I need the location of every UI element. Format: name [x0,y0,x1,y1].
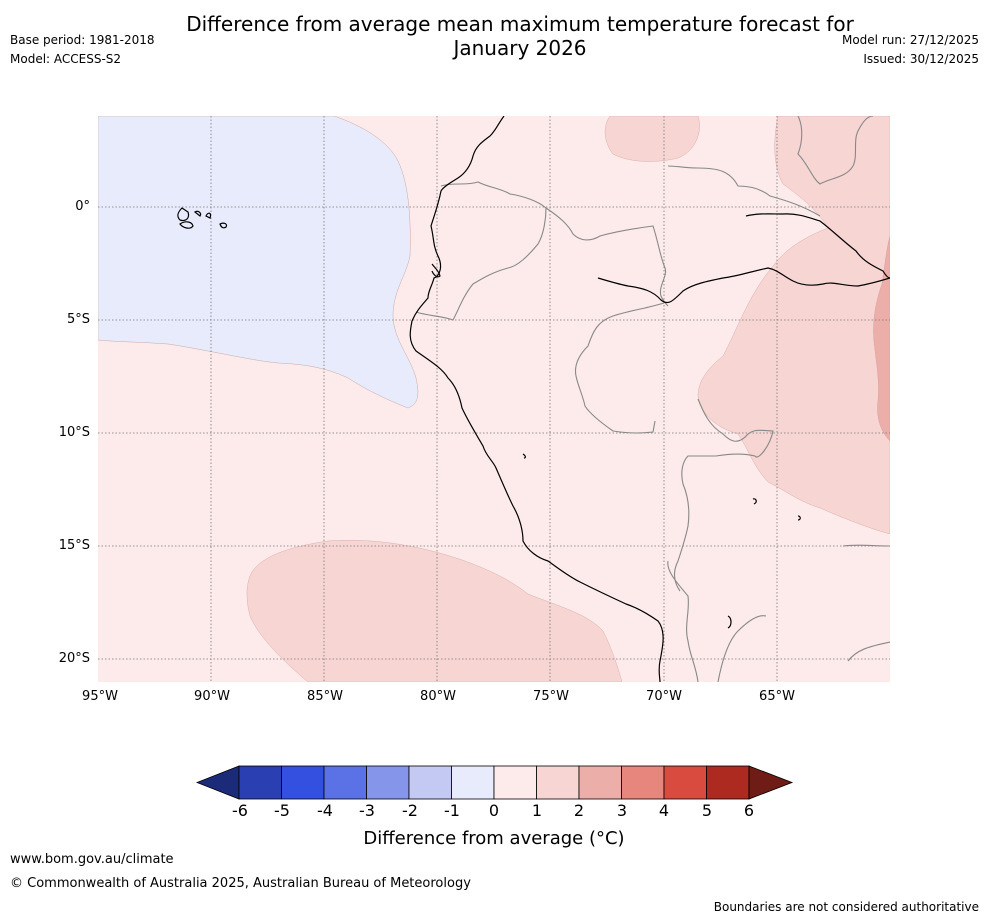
colorbar-extend-low [196,765,240,800]
map-title: Difference from average mean maximum tem… [0,12,988,60]
lat-label-15s: 15°S [58,538,90,553]
colorbar-cell [451,765,495,800]
lon-label-85w: 85°W [307,689,343,704]
colorbar-cell [493,765,537,800]
colorbar [196,765,794,800]
lon-label-80w: 80°W [420,689,456,704]
cb-tick: 2 [573,801,585,820]
colorbar-cell [536,765,580,800]
cb-tick: -2 [402,801,418,820]
lat-label-5s: 5°S [66,312,90,327]
colorbar-cell [281,765,325,800]
cb-tick: -5 [274,801,290,820]
cb-tick: 5 [701,801,713,820]
cb-tick: 0 [488,801,500,820]
lon-label-65w: 65°W [759,689,795,704]
lat-label-10s: 10°S [58,425,90,440]
colorbar-cell [663,765,707,800]
cb-tick: 1 [531,801,543,820]
cb-tick: 6 [743,801,755,820]
title-line-1: Difference from average mean maximum tem… [186,12,854,36]
lon-label-75w: 75°W [533,689,569,704]
model-name: Model: ACCESS-S2 [10,52,122,66]
region-2-to-3-east [873,235,890,442]
footer-disclaimer: Boundaries are not considered authoritat… [713,900,979,914]
issued-date: Issued: 30/12/2025 [863,52,979,66]
colorbar-extend-high [748,765,794,800]
region-1-to-2-south [246,539,623,682]
cb-tick: -3 [359,801,375,820]
region-1-to-2-north [604,116,700,162]
colorbar-label: Difference from average (°C) [363,828,625,849]
base-period: Base period: 1981-2018 [10,33,155,47]
lon-label-70w: 70°W [646,689,682,704]
cb-tick: -6 [232,801,248,820]
colorbar-cell [408,765,452,800]
region-minus1-to-0 [98,116,419,409]
colorbar-cell [621,765,665,800]
colorbar-cell [238,765,282,800]
cb-tick: 3 [616,801,628,820]
colorbar-cell [706,765,750,800]
cb-tick: 4 [658,801,670,820]
forecast-map [98,116,890,682]
country-borders [415,116,890,682]
title-line-2: January 2026 [453,36,587,60]
graticule [98,116,890,682]
model-run: Model run: 27/12/2025 [841,33,979,47]
coastline [177,116,890,682]
lat-label-20s: 20°S [58,651,90,666]
lat-label-0: 0° [75,199,90,214]
region-1-to-2-east [697,116,890,535]
lon-label-90w: 90°W [194,689,230,704]
colorbar-cell [366,765,410,800]
colorbar-cell [578,765,622,800]
lon-label-95w: 95°W [82,689,118,704]
colorbar-cell [323,765,367,800]
footer-url[interactable]: www.bom.gov.au/climate [10,852,174,867]
cb-tick: -4 [317,801,333,820]
footer-copyright: © Commonwealth of Australia 2025, Austra… [10,876,471,891]
cb-tick: -1 [444,801,460,820]
